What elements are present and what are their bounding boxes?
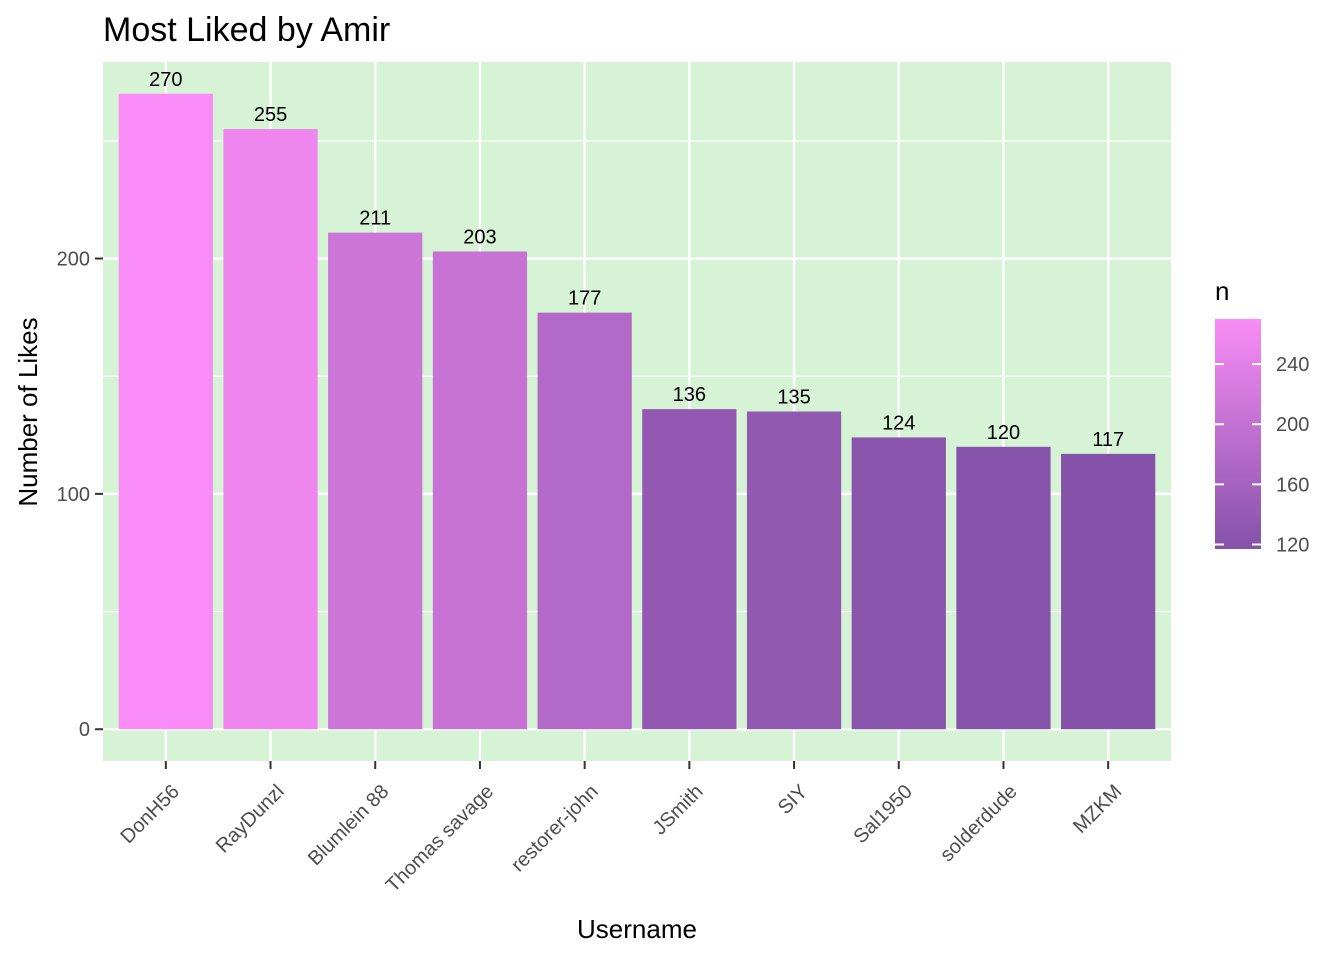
bar-value-label: 135: [777, 387, 810, 409]
x-tick-label: MZKM: [1069, 781, 1126, 838]
legend-tick-label: 200: [1276, 414, 1309, 436]
x-tick-label: Sal1950: [849, 781, 916, 848]
x-tick-label: solderdude: [936, 781, 1022, 867]
bar: [1061, 453, 1156, 730]
x-axis-title: Username: [577, 914, 697, 944]
bar-value-labels: 270 255 211 203 177 136 135 124 120 117: [149, 69, 1124, 451]
x-tick-label: restorer-john: [507, 781, 603, 877]
bar-value-label: 270: [149, 69, 182, 91]
y-axis: 0 100 200: [57, 249, 103, 741]
bar-value-label: 211: [359, 208, 391, 230]
bar-value-label: 117: [1092, 429, 1124, 451]
y-axis-title: Number of Likes: [13, 317, 43, 506]
bar-value-label: 120: [987, 422, 1020, 444]
bar: [223, 129, 318, 730]
x-tick-label: DonH56: [117, 781, 184, 848]
bar: [432, 251, 528, 730]
x-tick-label: Thomas savage: [382, 781, 498, 897]
bar-value-label: 124: [882, 412, 915, 434]
bar: [328, 232, 423, 730]
bars: [118, 93, 1156, 730]
bar-value-label: 136: [673, 384, 706, 406]
bar-value-label: 203: [463, 226, 496, 248]
bar: [118, 93, 213, 730]
legend-title: n: [1215, 276, 1229, 306]
bar: [537, 312, 632, 730]
bar: [851, 437, 946, 730]
y-tick-label: 100: [57, 484, 90, 506]
x-tick-label: Blumlein 88: [304, 781, 393, 870]
bar: [642, 409, 737, 730]
legend-tick-label: 120: [1276, 534, 1309, 556]
bar: [956, 446, 1051, 730]
legend-ticks: 120 160 200 240: [1215, 354, 1309, 556]
bar: [746, 411, 842, 730]
legend-tick-label: 240: [1276, 354, 1309, 376]
x-tick-label: JSmith: [649, 781, 708, 840]
x-tick-label: RayDunzl: [212, 781, 289, 858]
y-tick-label: 0: [79, 719, 90, 741]
bar-value-label: 177: [568, 288, 601, 310]
legend-tick-label: 160: [1276, 474, 1309, 496]
color-legend: n 120 160 200 240: [1215, 276, 1309, 556]
y-tick-label: 200: [57, 249, 90, 271]
x-tick-label: SIY: [774, 781, 812, 819]
chart-title: Most Liked by Amir: [103, 11, 390, 49]
bar-value-label: 255: [254, 104, 287, 126]
legend-colorbar: [1215, 319, 1261, 549]
